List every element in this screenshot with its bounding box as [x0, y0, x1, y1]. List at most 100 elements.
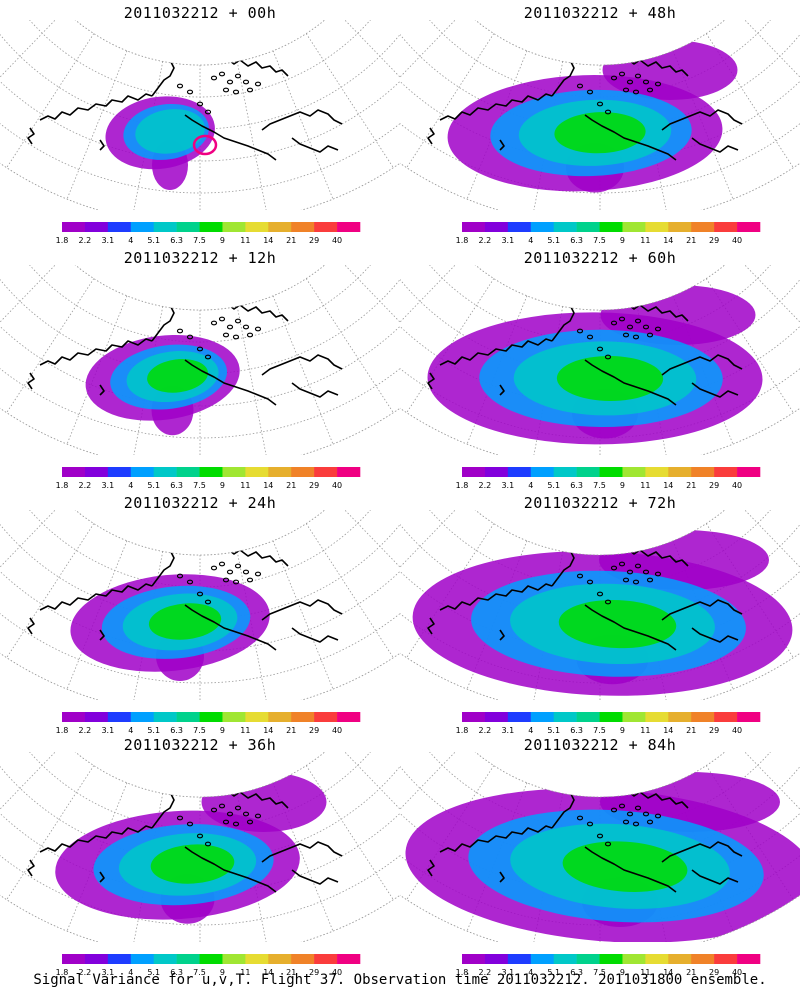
meridian-gridline — [359, 752, 400, 806]
colorbar-swatch — [268, 954, 292, 964]
coastline — [499, 871, 505, 883]
panel-title: 2011032212 + 72h — [523, 494, 677, 512]
colorbar-label: 4 — [528, 481, 533, 490]
coastline — [584, 604, 677, 651]
panel-title: 2011032212 + 12h — [123, 249, 277, 267]
colorbar-label: 7.5 — [193, 236, 206, 245]
meridian-gridline — [131, 306, 164, 455]
meridian-gridline — [335, 20, 400, 126]
colorbar-label: 2.2 — [79, 726, 92, 735]
panel-title: 2011032212 + 00h — [123, 4, 277, 22]
colorbar-swatch — [507, 467, 532, 477]
island — [596, 591, 604, 597]
island — [186, 579, 194, 585]
coastline — [39, 825, 153, 853]
colorbar-swatch — [507, 222, 532, 232]
island — [232, 89, 240, 95]
coastline — [261, 841, 343, 863]
colorbar-label: 21 — [686, 236, 696, 245]
colorbar-label: 29 — [709, 481, 719, 490]
colorbar-swatch — [199, 222, 223, 232]
meridian-gridline — [759, 20, 800, 74]
island — [242, 324, 250, 330]
colorbar-label: 9 — [220, 481, 225, 490]
island — [626, 811, 634, 817]
island — [618, 803, 626, 809]
coastline — [99, 629, 105, 641]
colorbar-label: 5.1 — [547, 968, 560, 977]
colorbar-label: 11 — [240, 726, 250, 735]
colorbar-swatch — [691, 712, 715, 722]
polar-map — [0, 20, 400, 210]
meridian-gridline — [0, 510, 65, 616]
colorbar-swatch — [222, 222, 246, 232]
island — [254, 813, 262, 819]
colorbar: 1.8 2.2 3.1 4 5.1 6.3 7.5 9 11 14 21 29 40 — [456, 222, 761, 245]
island — [634, 805, 642, 811]
colorbar-swatch — [737, 467, 761, 477]
forecast-panel: 2011032212 + 48h 1.8 2.2 3.1 4 5.1 6.3 7.5 9 11 14… — [400, 0, 800, 250]
coastline — [184, 604, 277, 651]
coastline — [99, 384, 105, 396]
colorbar-label: 14 — [663, 236, 673, 245]
colorbar-swatch — [599, 222, 623, 232]
island — [586, 89, 594, 95]
colorbar-label: 2.2 — [79, 481, 92, 490]
polar-map — [400, 265, 800, 455]
colorbar-label: 2.2 — [479, 726, 492, 735]
meridian-gridline — [359, 510, 400, 564]
colorbar-label: 3.1 — [101, 726, 114, 735]
map-content — [0, 20, 400, 210]
meridian-gridline — [6, 33, 95, 168]
colorbar-label: 1.8 — [456, 968, 469, 977]
island — [586, 334, 594, 340]
meridian-gridline — [6, 765, 95, 900]
island — [176, 328, 184, 334]
colorbar-swatch — [462, 467, 486, 477]
coastline — [499, 384, 505, 396]
colorbar-swatch — [599, 467, 623, 477]
coastline — [439, 825, 553, 853]
island — [204, 599, 212, 605]
colorbar-label: 6.3 — [570, 726, 583, 735]
coastline — [99, 139, 105, 151]
forecast-panel: 2011032212 + 00h 1.8 2.2 3.1 4 5.1 6.3 7.5 9 11 14… — [0, 0, 400, 250]
colorbar-label: 11 — [640, 236, 650, 245]
island — [576, 83, 584, 89]
colorbar-label: 6.3 — [170, 726, 183, 735]
colorbar-label: 6.3 — [570, 481, 583, 490]
island — [204, 841, 212, 847]
colorbar-swatch — [130, 712, 154, 722]
meridian-gridline — [66, 540, 128, 690]
colorbar-label: 6.3 — [170, 481, 183, 490]
colorbar-label: 29 — [709, 968, 719, 977]
colorbar-label: 9 — [620, 481, 625, 490]
meridian-gridline — [0, 752, 65, 858]
coastline — [261, 109, 343, 131]
island — [232, 579, 240, 585]
colorbar-label: 9 — [620, 726, 625, 735]
colorbar-swatch — [337, 222, 361, 232]
colorbar-swatch — [576, 712, 600, 722]
colorbar-swatch — [314, 467, 338, 477]
meridian-gridline — [359, 20, 400, 74]
island — [226, 324, 234, 330]
colorbar-swatch — [622, 954, 646, 964]
island — [232, 334, 240, 340]
coastline — [184, 359, 277, 406]
meridian-gridline — [236, 306, 269, 455]
meridian-gridline — [66, 782, 128, 932]
polar-map — [400, 752, 800, 942]
colorbar-swatch — [622, 467, 646, 477]
coastline — [151, 292, 177, 342]
island — [196, 833, 204, 839]
colorbar-swatch — [62, 954, 86, 964]
colorbar-swatch — [222, 954, 246, 964]
colorbar-label: 40 — [732, 968, 742, 977]
colorbar-swatch — [622, 222, 646, 232]
coastline — [291, 137, 339, 153]
meridian-gridline — [735, 20, 800, 126]
coastline — [27, 372, 35, 390]
colorbar-label: 21 — [286, 726, 296, 735]
meridian-gridline — [6, 278, 95, 413]
